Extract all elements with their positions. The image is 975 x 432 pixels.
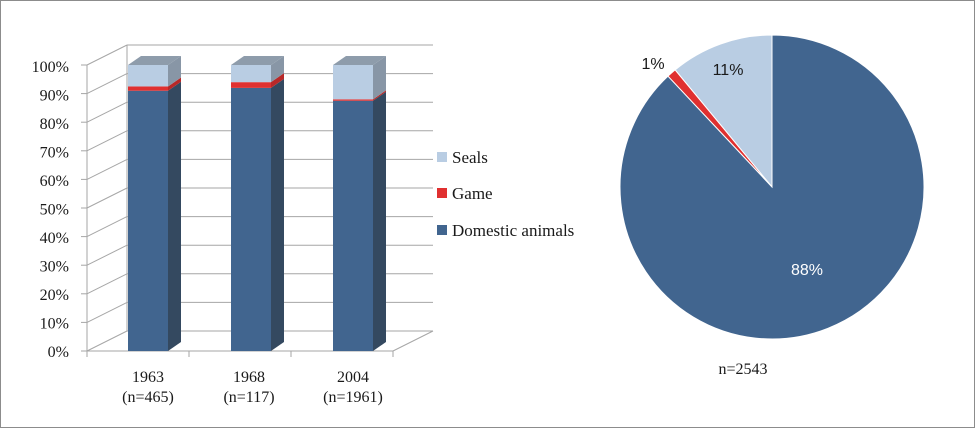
y-tick-label: 50% [40,202,69,219]
gridline-side [86,73,128,95]
bar-side-domestic-animals [373,91,386,351]
legend-swatch-domestic-animals [437,225,447,235]
bar-top-face [128,56,181,65]
bar-segment-domestic-animals [333,100,373,351]
bar-side-game [168,77,181,91]
x-category-note: (n=117) [223,389,274,406]
bar-chart-axes: 0% 10% 20% 30% 40% 50% 60% 70% 80% 90% 1… [32,59,383,406]
gridline-side [86,130,128,152]
floor-right-edge [392,330,434,352]
bar-side-domestic-animals [168,81,181,352]
bar-side-game [271,73,284,88]
x-category-note: (n=465) [122,389,174,406]
pie-label-domestic-animals: 88% [791,262,823,279]
bar-segment-seals [333,65,373,100]
pie-sample-size: n=2543 [718,361,767,378]
bar-side-seals [271,56,284,83]
gridline-side [86,244,128,266]
x-category-label: 1963 [132,369,164,386]
bar-top-face [333,56,386,65]
legend-label-seals: Seals [452,148,488,167]
gridline-side [86,301,128,323]
gridline-side [86,273,128,295]
pie-chart-labels: 11% 1% 88% n=2543 [641,56,823,378]
gridline-side [86,158,128,180]
gridline-side [86,330,128,352]
legend: Seals Game Domestic animals [437,148,574,240]
x-category-label: 2004 [337,369,369,386]
bar-segment-domestic-animals [128,90,168,352]
gridline-side [86,44,128,66]
gridline-side [86,101,128,123]
legend-swatch-game [437,188,447,198]
bar-segment-seals [128,65,168,87]
x-category-label: 1968 [233,369,265,386]
legend-swatch-seals [437,152,447,162]
y-tick-label: 70% [40,145,69,162]
pie-label-seals: 11% [713,62,744,79]
y-tick-label: 60% [40,173,69,190]
bar-segment-seals [231,65,271,83]
bar-segment-game [333,99,373,101]
pie-slice-seals [674,34,773,189]
bar-segment-game [128,86,168,91]
y-tick-label: 10% [40,316,69,333]
y-tick-label: 80% [40,116,69,133]
pie-chart [619,34,925,340]
legend-label-domestic-animals: Domestic animals [452,221,574,240]
bar-segment-domestic-animals [231,87,271,351]
gridline-side [86,187,128,209]
pie-label-game: 1% [641,56,664,73]
x-category-note: (n=1961) [323,389,383,406]
gridline-side [86,216,128,238]
y-tick-label: 100% [32,59,69,76]
bar-side-seals [168,56,181,87]
y-tick-label: 40% [40,230,69,247]
bar-side-game [373,90,386,101]
y-tick-label: 0% [48,344,69,361]
bar-side-seals [373,56,386,100]
bar-top-face [231,56,284,65]
y-tick-label: 20% [40,287,69,304]
bar-side-domestic-animals [271,78,284,351]
legend-label-game: Game [452,184,493,203]
bar-chart-bars [128,56,386,352]
bar-segment-game [231,82,271,88]
pie-slice-domestic-animals [619,34,925,340]
y-tick-label: 30% [40,259,69,276]
y-tick-label: 90% [40,88,69,105]
